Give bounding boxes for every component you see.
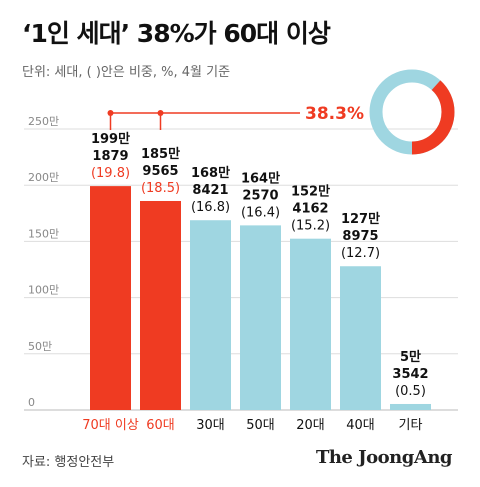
callout-line: [109, 112, 300, 130]
share-label: (16.8): [191, 200, 230, 215]
value-label: 199만: [91, 131, 130, 147]
chart-subtitle: 단위: 세대, ( )안은 비중, %, 4월 기준: [22, 65, 231, 80]
share-label: (0.5): [395, 384, 426, 399]
y-tick-label: 100만: [28, 284, 59, 297]
donut-highlight-arc: [369, 69, 455, 155]
bar: [140, 200, 181, 410]
share-label: (15.2): [291, 219, 330, 234]
y-tick-label: 0: [28, 396, 35, 409]
bar: [290, 238, 331, 410]
y-tick-label: 250만: [28, 115, 59, 128]
value-label: 1879: [92, 149, 128, 164]
value-label: 8421: [192, 183, 228, 198]
value-label: 168만: [191, 165, 230, 181]
callout-dot: [107, 110, 114, 116]
x-tick-label: 기타: [399, 418, 423, 433]
share-label: (16.4): [241, 205, 280, 220]
bar: [240, 225, 281, 410]
callout-dot: [157, 110, 164, 116]
value-label: 127만: [341, 211, 380, 227]
value-label: 9565: [142, 164, 178, 179]
value-label: 5만: [400, 349, 421, 365]
share-label: (19.8): [91, 166, 130, 181]
value-label: 152만: [291, 184, 330, 200]
y-tick-label: 50만: [28, 340, 52, 353]
x-tick-label: 20대: [296, 418, 325, 433]
callout-label: 38.3%: [305, 104, 364, 124]
x-tick-label: 60대: [146, 418, 175, 433]
value-label: 164만: [241, 170, 280, 186]
bar: [190, 220, 231, 410]
share-label: (18.5): [141, 181, 180, 196]
x-tick-label: 30대: [196, 418, 225, 433]
value-label: 185만: [141, 146, 180, 162]
y-tick-label: 200만: [28, 171, 59, 184]
source-note: 자료: 행정안전부: [22, 455, 115, 470]
value-label: 4162: [292, 202, 328, 217]
bar: [390, 403, 431, 410]
x-tick-label: 70대 이상: [82, 418, 139, 433]
y-tick-label: 150만: [28, 227, 59, 240]
brand-logo: The JoongAng: [315, 447, 453, 468]
x-tick-label: 40대: [346, 418, 375, 433]
bar: [90, 186, 131, 410]
share-label: (12.7): [341, 246, 380, 261]
chart-title: ‘1인 세대’ 38%가 60대 이상: [22, 19, 331, 48]
value-label: 2570: [242, 188, 278, 203]
value-label: 8975: [342, 229, 378, 244]
x-tick-label: 50대: [246, 418, 275, 433]
value-label: 3542: [392, 367, 428, 382]
bar: [340, 266, 381, 410]
